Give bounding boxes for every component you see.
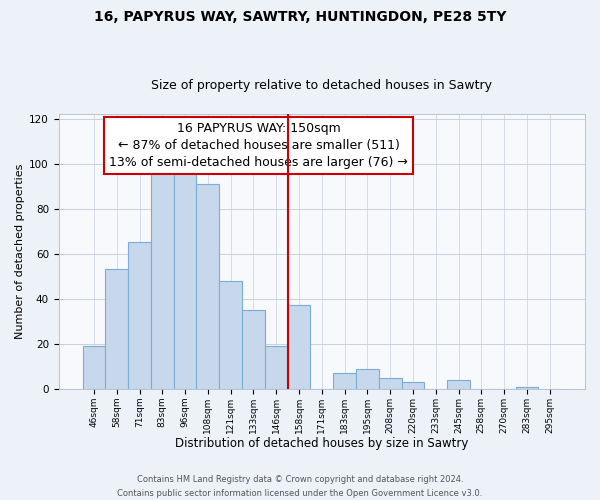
Bar [196,184,219,389]
Bar [287,306,310,389]
Bar [356,368,379,389]
Bar [151,162,174,389]
Bar [333,373,356,389]
Y-axis label: Number of detached properties: Number of detached properties [15,164,25,339]
Bar [265,346,287,389]
Title: Size of property relative to detached houses in Sawtry: Size of property relative to detached ho… [151,79,493,92]
Text: 16, PAPYRUS WAY, SAWTRY, HUNTINGDON, PE28 5TY: 16, PAPYRUS WAY, SAWTRY, HUNTINGDON, PE2… [94,10,506,24]
Bar [401,382,424,389]
Bar [379,378,401,389]
Bar [128,242,151,389]
Bar [83,346,106,389]
Bar [447,380,470,389]
Bar [242,310,265,389]
X-axis label: Distribution of detached houses by size in Sawtry: Distribution of detached houses by size … [175,437,469,450]
Bar [219,280,242,389]
Bar [106,270,128,389]
Bar [174,168,196,389]
Text: Contains HM Land Registry data © Crown copyright and database right 2024.
Contai: Contains HM Land Registry data © Crown c… [118,476,482,498]
Bar [515,386,538,389]
Text: 16 PAPYRUS WAY: 150sqm
← 87% of detached houses are smaller (511)
13% of semi-de: 16 PAPYRUS WAY: 150sqm ← 87% of detached… [109,122,408,169]
